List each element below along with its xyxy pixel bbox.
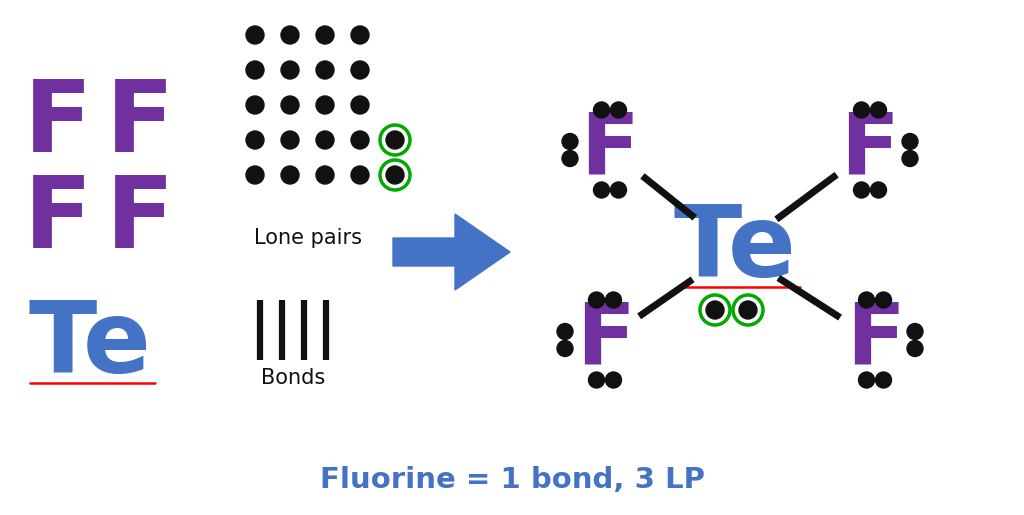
Circle shape	[351, 131, 369, 149]
Circle shape	[281, 96, 299, 114]
Circle shape	[281, 166, 299, 184]
Text: Te: Te	[674, 201, 797, 299]
Circle shape	[246, 96, 264, 114]
Circle shape	[605, 372, 622, 388]
Circle shape	[902, 150, 918, 166]
Circle shape	[386, 166, 404, 184]
Text: F: F	[105, 77, 174, 174]
Circle shape	[316, 166, 334, 184]
Circle shape	[557, 323, 573, 339]
Text: F: F	[24, 171, 92, 268]
Circle shape	[589, 292, 604, 308]
Circle shape	[870, 102, 887, 118]
Text: Lone pairs: Lone pairs	[254, 228, 361, 248]
Text: F: F	[24, 77, 92, 174]
Circle shape	[907, 340, 923, 356]
Circle shape	[316, 61, 334, 79]
Circle shape	[351, 166, 369, 184]
Text: F: F	[846, 299, 904, 382]
Text: F: F	[105, 171, 174, 268]
Circle shape	[739, 301, 757, 319]
Circle shape	[281, 131, 299, 149]
Circle shape	[858, 372, 874, 388]
Circle shape	[557, 340, 573, 356]
Circle shape	[870, 182, 887, 198]
Circle shape	[853, 182, 869, 198]
Text: Te: Te	[29, 297, 152, 393]
Circle shape	[246, 61, 264, 79]
Circle shape	[281, 26, 299, 44]
Circle shape	[876, 292, 892, 308]
Circle shape	[246, 26, 264, 44]
Circle shape	[594, 102, 609, 118]
Polygon shape	[393, 214, 510, 290]
Text: Bonds: Bonds	[261, 368, 326, 388]
Circle shape	[351, 26, 369, 44]
Text: F: F	[575, 299, 635, 382]
Circle shape	[858, 292, 874, 308]
Circle shape	[610, 102, 627, 118]
Circle shape	[907, 323, 923, 339]
Circle shape	[562, 150, 578, 166]
Circle shape	[876, 372, 892, 388]
Text: F: F	[581, 109, 639, 192]
Circle shape	[610, 182, 627, 198]
Circle shape	[351, 96, 369, 114]
Text: F: F	[841, 109, 899, 192]
Circle shape	[706, 301, 724, 319]
Circle shape	[562, 133, 578, 149]
Text: Fluorine = 1 bond, 3 LP: Fluorine = 1 bond, 3 LP	[319, 466, 705, 494]
Circle shape	[246, 131, 264, 149]
Circle shape	[902, 133, 918, 149]
Circle shape	[316, 26, 334, 44]
Circle shape	[316, 96, 334, 114]
Circle shape	[386, 131, 404, 149]
Circle shape	[853, 102, 869, 118]
Circle shape	[589, 372, 604, 388]
Circle shape	[316, 131, 334, 149]
Circle shape	[594, 182, 609, 198]
Circle shape	[281, 61, 299, 79]
Circle shape	[351, 61, 369, 79]
Circle shape	[605, 292, 622, 308]
Circle shape	[246, 166, 264, 184]
